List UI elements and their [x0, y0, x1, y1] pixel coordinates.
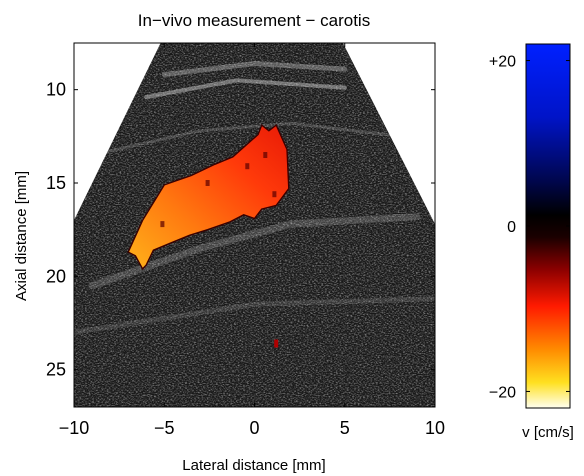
x-axis: −10 −5 0 5 10 — [59, 43, 445, 438]
flow-speck — [274, 339, 279, 348]
tissue-band — [161, 60, 348, 78]
x-tick-label: 5 — [340, 418, 350, 438]
y-tick-label: 10 — [46, 80, 66, 100]
plot-area — [73, 42, 436, 408]
flow-dropout — [263, 152, 268, 158]
tissue-band — [144, 78, 347, 100]
y-axis-label: Axial distance [mm] — [13, 171, 30, 301]
tissue-band — [90, 121, 419, 157]
flow-dropout — [245, 163, 250, 170]
x-tick-label: −10 — [59, 418, 90, 438]
flow-dropout — [272, 191, 277, 198]
y-tick-label: 15 — [46, 173, 66, 193]
x-tick-label: −5 — [154, 418, 175, 438]
y-tick-label: 20 — [46, 266, 66, 286]
flow-dropout — [160, 221, 165, 228]
y-axis: 10 15 20 25 — [46, 80, 435, 380]
colorbar-label: v [cm/s] — [522, 424, 574, 441]
colorbar-tick-label: −20 — [489, 384, 516, 401]
colorbar-gradient — [525, 43, 571, 409]
tissue-bands — [74, 60, 435, 335]
tissue-band — [88, 213, 421, 290]
x-axis-label: Lateral distance [mm] — [182, 457, 325, 474]
colorbar: +20 0 −20 v [cm/s] — [489, 43, 574, 441]
flow-dropout — [205, 180, 210, 186]
colorbar-tick-label: 0 — [507, 219, 516, 236]
tissue-band — [74, 296, 435, 335]
colorbar-tick-label: +20 — [489, 54, 516, 71]
chart-title: In−vivo measurement − carotis — [138, 11, 370, 30]
doppler-flow-overlay — [127, 123, 290, 348]
x-tick-label: 0 — [249, 418, 259, 438]
colorbar-ticks: +20 0 −20 — [489, 54, 570, 401]
flow-region — [127, 123, 290, 271]
y-tick-label: 25 — [46, 360, 66, 380]
x-tick-label: 10 — [425, 418, 445, 438]
